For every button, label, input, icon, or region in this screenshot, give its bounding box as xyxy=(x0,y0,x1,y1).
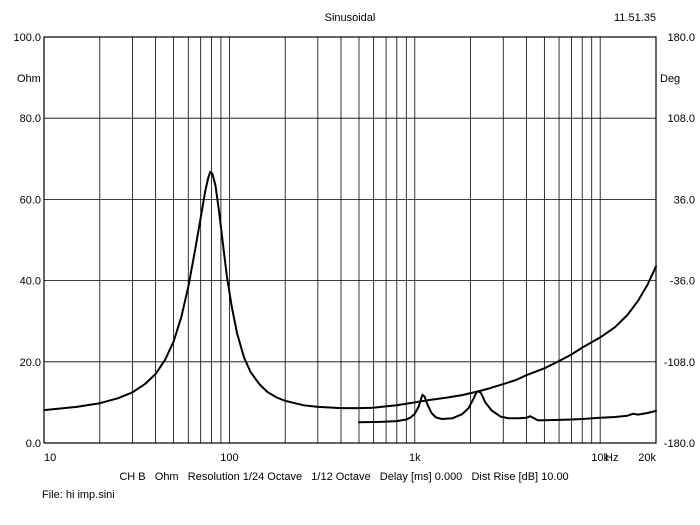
chart-title: Sinusoidal xyxy=(325,12,376,24)
x-unit-label: Hz xyxy=(605,452,618,464)
plot-frame xyxy=(43,36,657,444)
tick-labels: 10 100 1k 10k 20k 0.0 20.0 40.0 60.0 80.0 100.0 -18… xyxy=(13,32,695,464)
y2-tick-label: 108.0 xyxy=(667,113,695,125)
impedance-curve-2 xyxy=(358,390,657,424)
x-tick-label: 10 xyxy=(44,452,56,464)
y2-tick-label: 180.0 xyxy=(667,32,695,44)
measurement-settings: CH B Ohm Resolution 1/24 Octave 1/12 Oct… xyxy=(119,471,568,483)
y-tick-label: 40.0 xyxy=(20,276,41,288)
y2-tick-label: -108.0 xyxy=(664,357,695,369)
y2-axis-label: Deg xyxy=(660,73,680,85)
y2-tick-label: -180.0 xyxy=(664,438,695,450)
y-tick-label: 60.0 xyxy=(20,194,41,206)
x-tick-label: 20k xyxy=(638,452,656,464)
impedance-curve-1 xyxy=(43,170,657,412)
file-name: File: hi imp.sini xyxy=(42,489,115,501)
y2-tick-label: 36.0 xyxy=(674,194,695,206)
y-tick-label: 100.0 xyxy=(13,32,41,44)
x-tick-label: 1k xyxy=(409,452,421,464)
y-tick-label: 20.0 xyxy=(20,357,41,369)
grid xyxy=(44,37,656,443)
y-tick-label: 0.0 xyxy=(26,438,41,450)
y-axis-label: Ohm xyxy=(17,73,41,85)
y2-tick-label: -36.0 xyxy=(670,276,695,288)
x-tick-label: 10k xyxy=(591,452,609,464)
timestamp: 11.51.35 xyxy=(614,12,656,24)
y-tick-label: 80.0 xyxy=(20,113,41,125)
x-tick-label: 100 xyxy=(220,452,238,464)
curves xyxy=(43,170,657,424)
